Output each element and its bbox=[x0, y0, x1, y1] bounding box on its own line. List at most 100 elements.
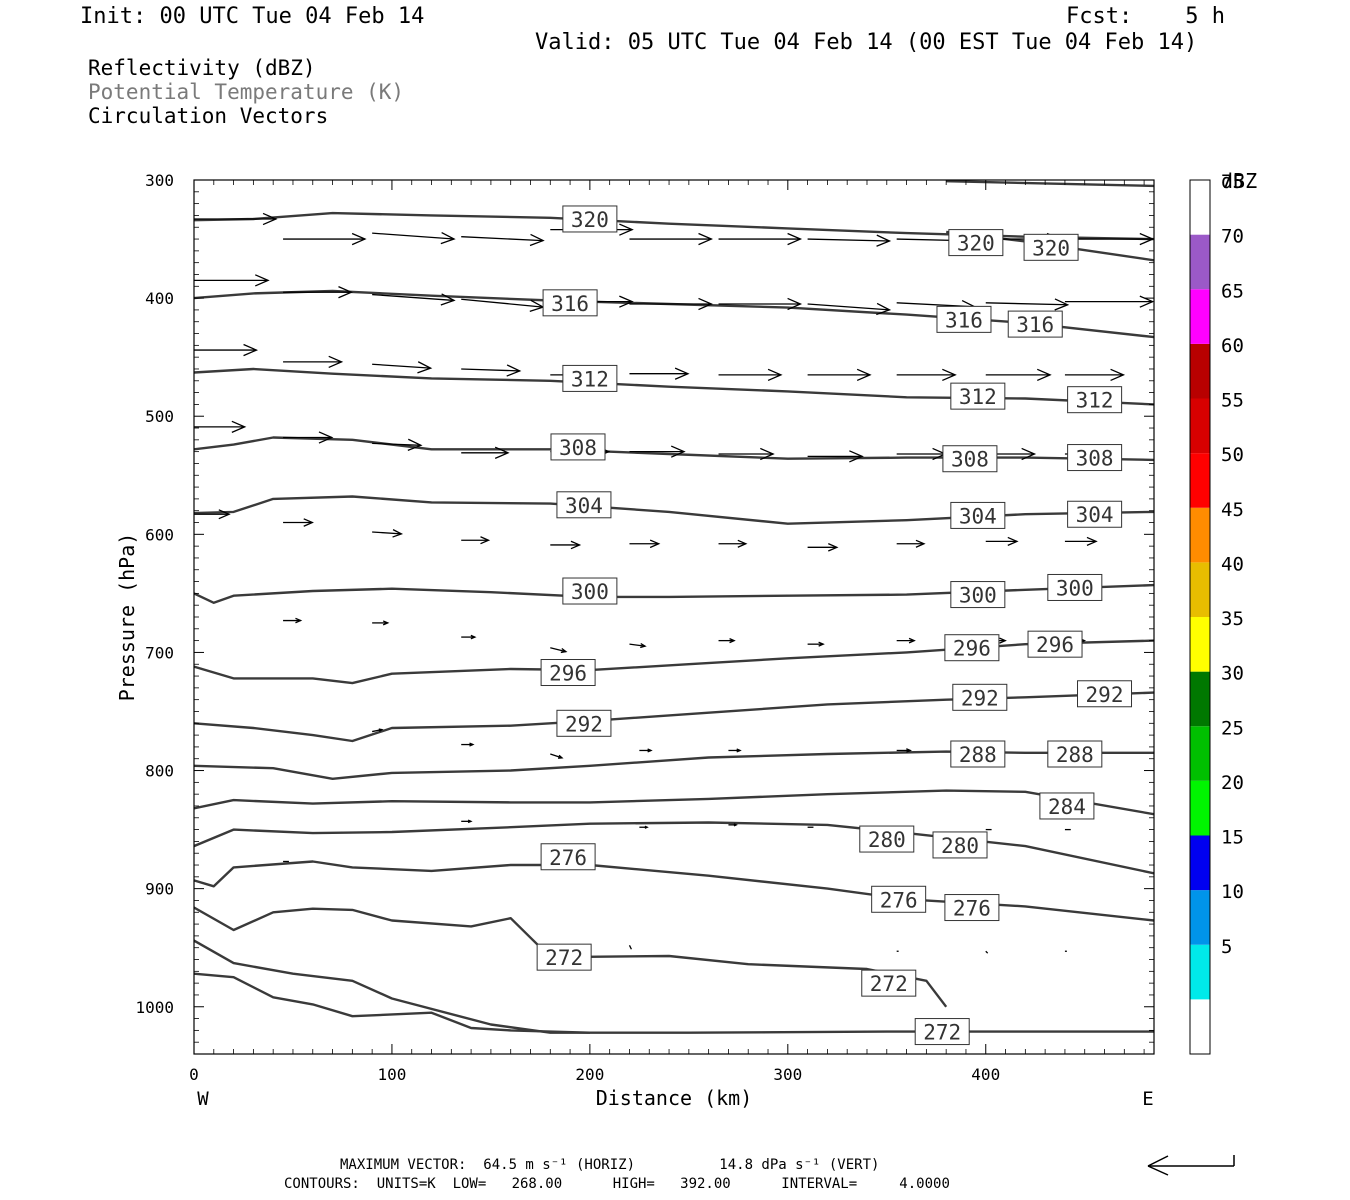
contour-label-text: 284 bbox=[1048, 795, 1086, 819]
theta-contour-272 bbox=[194, 906, 948, 1008]
vector-shaft bbox=[550, 647, 567, 653]
colorbar-bin bbox=[1190, 507, 1210, 563]
contour-label-276: 276 bbox=[540, 843, 596, 871]
circulation-vector bbox=[372, 529, 404, 538]
contour-label-box bbox=[950, 501, 1006, 529]
vector-head bbox=[440, 231, 456, 245]
vector-head bbox=[254, 274, 270, 287]
contour-label-box bbox=[948, 229, 1004, 257]
theta-contour-296 bbox=[194, 639, 1154, 685]
y-tick-label: 300 bbox=[145, 171, 174, 190]
contour-label-296: 296 bbox=[1027, 630, 1083, 658]
contour-label-text: 320 bbox=[1032, 236, 1070, 260]
x-tick-label: 300 bbox=[773, 1065, 802, 1084]
contour-label-box bbox=[861, 969, 917, 997]
contour-label-text: 300 bbox=[1056, 576, 1094, 600]
vector-head bbox=[480, 536, 491, 545]
contour-label-304: 304 bbox=[556, 491, 612, 519]
theta-contour-268 bbox=[194, 972, 590, 1034]
theta-contour-304 bbox=[194, 495, 1154, 525]
theta-contour-276 bbox=[194, 860, 1154, 922]
contour-label-272: 272 bbox=[536, 943, 592, 971]
circulation-vector bbox=[550, 753, 564, 759]
colorbar-bin bbox=[1190, 890, 1210, 945]
vector-head bbox=[303, 518, 314, 527]
contour-label-text: 312 bbox=[1076, 389, 1114, 413]
circulation-vector bbox=[718, 297, 803, 311]
contour-label-320: 320 bbox=[1023, 233, 1079, 261]
vector-head bbox=[351, 232, 367, 246]
colorbar-bin bbox=[1190, 562, 1210, 617]
vector-head bbox=[1110, 368, 1126, 382]
circulation-vector bbox=[728, 823, 738, 827]
legend-potential-temperature: Potential Temperature (K) bbox=[88, 80, 405, 104]
circulation-vector bbox=[283, 286, 353, 299]
vector-head bbox=[1036, 368, 1052, 382]
colorbar-tick-label: 45 bbox=[1221, 499, 1244, 521]
contour-label-box bbox=[950, 581, 1006, 609]
colorbar-title: dBZ bbox=[1221, 169, 1257, 193]
circulation-vector bbox=[807, 450, 864, 463]
contour-label-304: 304 bbox=[1067, 500, 1123, 528]
x-tick-label: 0 bbox=[189, 1065, 199, 1084]
colorbar-bin bbox=[1190, 999, 1210, 1054]
contour-label-304: 304 bbox=[950, 501, 1006, 529]
colorbar-tick-label: 55 bbox=[1221, 390, 1244, 412]
contour-label-text: 300 bbox=[959, 584, 997, 608]
vector-head bbox=[529, 233, 545, 247]
circulation-vector bbox=[629, 232, 714, 246]
circulation-vector bbox=[372, 361, 433, 374]
contour-label-text: 276 bbox=[953, 897, 991, 921]
contour-label-box bbox=[1047, 573, 1103, 601]
colorbar-frame bbox=[1189, 179, 1211, 1055]
circulation-vector bbox=[194, 509, 231, 520]
vector-head bbox=[1021, 447, 1037, 461]
circulation-vector bbox=[461, 819, 473, 824]
contour-label-box bbox=[1067, 500, 1123, 528]
theta-contour-272 bbox=[194, 939, 1154, 1034]
contour-label-text: 316 bbox=[1016, 313, 1054, 337]
circulation-vector bbox=[372, 293, 456, 306]
contour-label-272: 272 bbox=[861, 969, 917, 997]
circulation-vector bbox=[194, 274, 270, 287]
contour-label-276: 276 bbox=[871, 885, 927, 913]
contour-label-box bbox=[932, 831, 988, 859]
x-axis-label: Distance (km) bbox=[596, 1086, 753, 1110]
contour-label-box bbox=[1067, 386, 1123, 414]
vector-head bbox=[560, 647, 568, 654]
contour-label-300: 300 bbox=[562, 577, 618, 605]
contour-label-312: 312 bbox=[950, 382, 1006, 410]
vector-head bbox=[218, 509, 231, 520]
vector-head bbox=[318, 431, 334, 444]
vector-head bbox=[733, 823, 738, 827]
legend-reflectivity: Reflectivity (dBZ) bbox=[88, 56, 316, 80]
vector-head bbox=[470, 634, 477, 640]
contour-labels: 320 320 320 316 316 316 312 312 312 308 308 308 304 3… bbox=[536, 205, 1133, 1046]
vector-head bbox=[619, 223, 634, 236]
contour-label-280: 280 bbox=[859, 825, 915, 853]
contour-info-note: CONTOURS: UNITS=K LOW= 268.00 HIGH= 392.… bbox=[284, 1176, 950, 1192]
circulation-vector bbox=[896, 368, 957, 382]
colorbar-tick-label: 50 bbox=[1221, 444, 1244, 466]
x-end-label-east: E bbox=[1142, 1088, 1153, 1110]
circulation-vector bbox=[1064, 295, 1154, 308]
vector-head bbox=[1054, 298, 1070, 311]
contour-label-box bbox=[944, 634, 1000, 662]
vector-head bbox=[467, 819, 473, 824]
contour-label-text: 312 bbox=[571, 367, 609, 391]
circulation-vector bbox=[985, 368, 1052, 382]
x-tick-label: 200 bbox=[575, 1065, 604, 1084]
vector-head bbox=[417, 361, 433, 374]
vector-head bbox=[494, 446, 510, 459]
vector-shaft bbox=[629, 643, 646, 647]
vector-shaft bbox=[461, 298, 544, 308]
theta-contour-300 bbox=[194, 583, 1154, 604]
vector-head bbox=[382, 620, 390, 626]
colorbar-bin bbox=[1190, 944, 1210, 1000]
vector-shaft bbox=[807, 238, 890, 242]
contour-label-280: 280 bbox=[932, 831, 988, 859]
vector-head bbox=[787, 297, 803, 311]
colorbar-tick-label: 35 bbox=[1221, 608, 1244, 630]
contour-label-320: 320 bbox=[562, 205, 618, 233]
colorbar-bin bbox=[1190, 671, 1210, 727]
